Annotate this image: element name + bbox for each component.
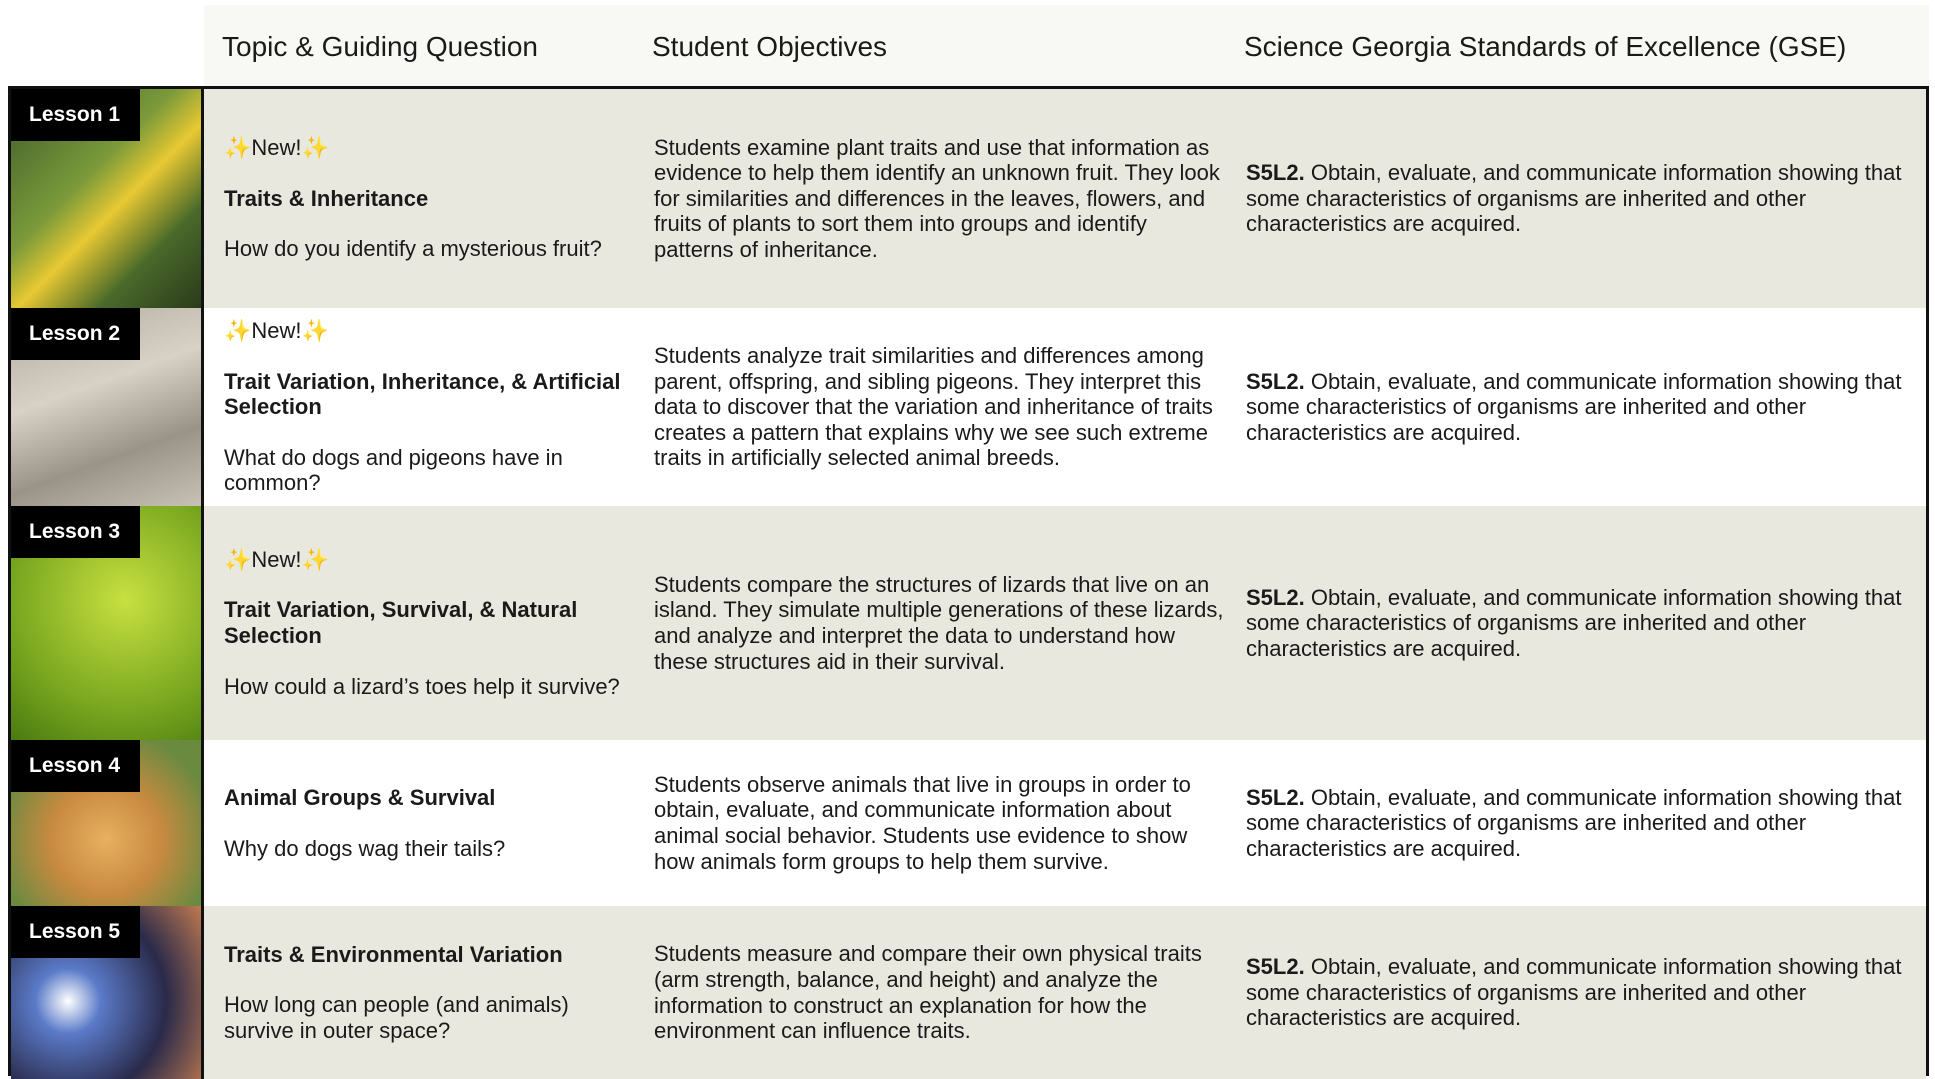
standard-code: S5L2.: [1246, 954, 1305, 980]
objectives-cell: Students analyze trait similarities and …: [654, 308, 1224, 506]
objectives-text: Students compare the structures of lizar…: [654, 571, 1224, 674]
lesson-label: Lesson 4: [11, 740, 141, 792]
column-header: Science Georgia Standards of Excellence …: [1244, 31, 1847, 62]
standard: S5L2. Obtain, evaluate, and communicate …: [1246, 785, 1916, 862]
lesson-title: Traits & Environmental Variation: [224, 941, 563, 967]
objectives-text: Students analyze trait similarities and …: [654, 343, 1213, 471]
lesson-image: Lesson 4: [11, 740, 204, 906]
topic-cell: Traits & Environmental Variation How long…: [224, 906, 634, 1079]
standard-code: S5L2.: [1246, 160, 1305, 186]
guiding-question: How could a lizard’s toes help it surviv…: [224, 673, 620, 699]
objectives-cell: Students examine plant traits and use th…: [654, 89, 1224, 308]
topic-cell: Animal Groups & Survival Why do dogs wag …: [224, 740, 634, 906]
header-row: Topic & Guiding Question Student Objectiv…: [204, 5, 1929, 86]
new-badge: ✨New!✨: [224, 318, 329, 344]
lesson-label: Lesson 2: [11, 308, 141, 360]
objectives-cell: Students compare the structures of lizar…: [654, 506, 1224, 740]
guiding-question: Why do dogs wag their tails?: [224, 835, 506, 861]
lesson-image: Lesson 2: [11, 308, 204, 506]
lesson-row: Lesson 2 ✨New!✨ Trait Variation, Inheritan…: [11, 308, 1926, 506]
lesson-label: Lesson 5: [11, 906, 141, 958]
guiding-question: How do you identify a mysterious fruit?: [224, 236, 602, 262]
lesson-row: Lesson 5 Traits & Environmental Variation…: [11, 906, 1926, 1079]
lesson-title: Trait Variation, Inheritance, & Artifici…: [224, 368, 621, 420]
objectives-cell: Students measure and compare their own p…: [654, 906, 1224, 1079]
objectives-text: Students examine plant traits and use th…: [654, 134, 1220, 262]
standard-text: Obtain, evaluate, and communicate inform…: [1246, 368, 1902, 445]
column-header: Topic & Guiding Question: [222, 31, 538, 62]
topic-cell: ✨New!✨ Trait Variation, Survival, & Natur…: [224, 506, 634, 740]
lesson-label: Lesson 3: [11, 506, 141, 558]
standard: S5L2. Obtain, evaluate, and communicate …: [1246, 369, 1916, 446]
column-header: Student Objectives: [652, 31, 888, 62]
standard-text: Obtain, evaluate, and communicate inform…: [1246, 584, 1902, 661]
standard-text: Obtain, evaluate, and communicate inform…: [1246, 160, 1902, 237]
standard-cell: S5L2. Obtain, evaluate, and communicate …: [1246, 740, 1916, 906]
new-badge: ✨New!✨: [224, 546, 329, 572]
objectives-cell: Students observe animals that live in gr…: [654, 740, 1224, 906]
lesson-title: Animal Groups & Survival: [224, 784, 496, 810]
lesson-image: Lesson 3: [11, 506, 204, 740]
lesson-image: Lesson 1: [11, 89, 204, 308]
standard-code: S5L2.: [1246, 368, 1305, 394]
lesson-image: Lesson 5: [11, 906, 204, 1079]
standard-code: S5L2.: [1246, 784, 1305, 810]
lesson-row: Lesson 3 ✨New!✨ Trait Variation, Survival,…: [11, 506, 1926, 740]
standard-cell: S5L2. Obtain, evaluate, and communicate …: [1246, 89, 1916, 308]
standard-text: Obtain, evaluate, and communicate inform…: [1246, 954, 1902, 1031]
lesson-title: Trait Variation, Survival, & Natural Sel…: [224, 597, 578, 648]
standard: S5L2. Obtain, evaluate, and communicate …: [1246, 585, 1916, 662]
standard-cell: S5L2. Obtain, evaluate, and communicate …: [1246, 906, 1916, 1079]
guiding-question: What do dogs and pigeons have in common?: [224, 444, 563, 496]
lesson-row: Lesson 1 ✨New!✨ Traits & Inheritance How do…: [11, 89, 1926, 308]
guiding-question: How long can people (and animals) surviv…: [224, 992, 569, 1043]
standard: S5L2. Obtain, evaluate, and communicate …: [1246, 160, 1916, 237]
standard-cell: S5L2. Obtain, evaluate, and communicate …: [1246, 308, 1916, 506]
lesson-row: Lesson 4 Animal Groups & Survival Why do d…: [11, 740, 1926, 906]
lesson-table: Lesson 1 ✨New!✨ Traits & Inheritance How do…: [8, 86, 1929, 1079]
objectives-text: Students measure and compare their own p…: [654, 941, 1202, 1044]
standard-text: Obtain, evaluate, and communicate inform…: [1246, 784, 1902, 861]
standard-code: S5L2.: [1246, 584, 1305, 610]
standard-cell: S5L2. Obtain, evaluate, and communicate …: [1246, 506, 1916, 740]
lesson-title: Traits & Inheritance: [224, 185, 429, 211]
topic-cell: ✨New!✨ Traits & Inheritance How do you ide…: [224, 89, 634, 308]
new-badge: ✨New!✨: [224, 135, 329, 161]
objectives-text: Students observe animals that live in gr…: [654, 771, 1191, 874]
standard: S5L2. Obtain, evaluate, and communicate …: [1246, 954, 1916, 1031]
lesson-label: Lesson 1: [11, 89, 141, 141]
topic-cell: ✨New!✨ Trait Variation, Inheritance, & Ar…: [224, 308, 634, 506]
